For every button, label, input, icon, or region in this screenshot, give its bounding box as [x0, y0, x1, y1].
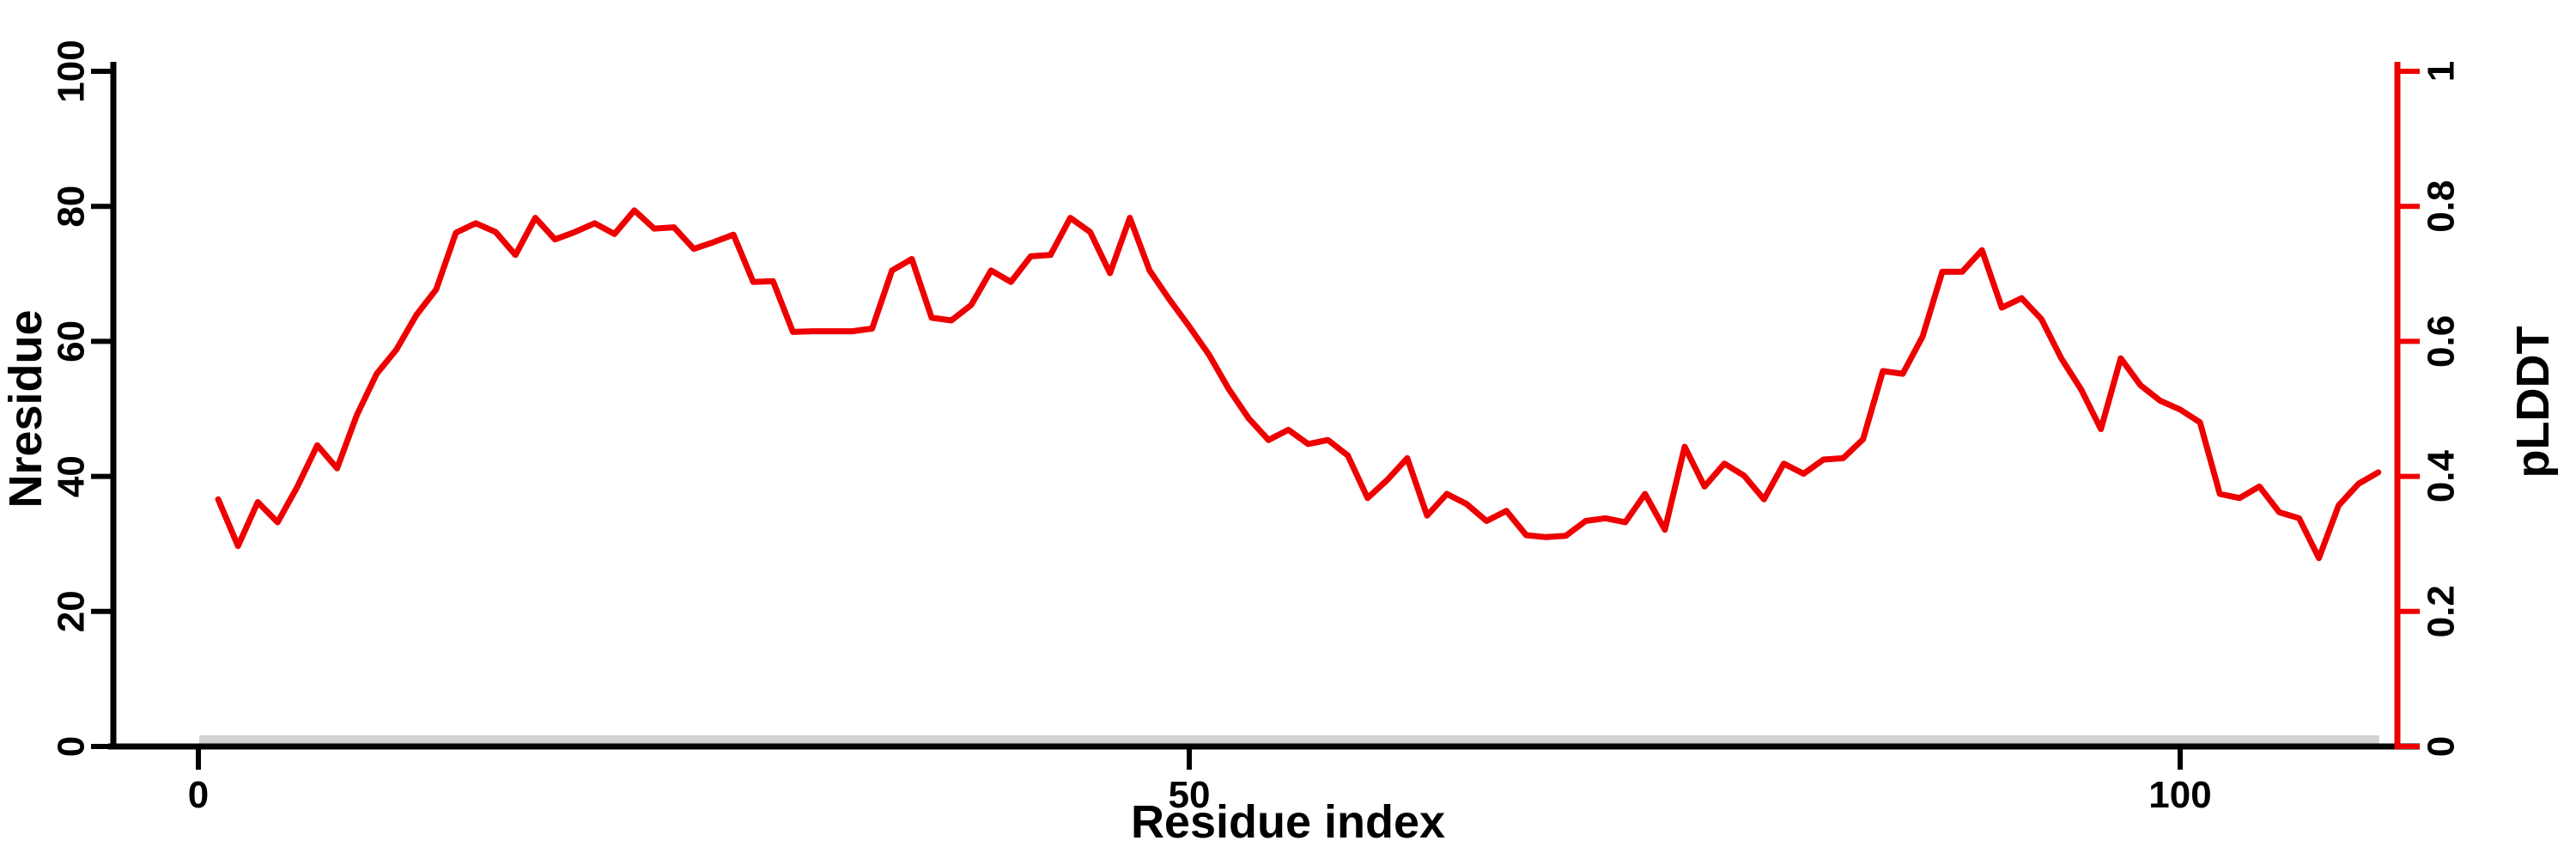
y-left-tick-label: 60 [50, 320, 92, 362]
y-axis-right-ticks: 0 0.2 0.4 0.6 0.8 1 [2397, 61, 2462, 757]
y-right-tick-label: 0.2 [2420, 585, 2462, 637]
y-right-tick-label: 0.8 [2420, 180, 2462, 233]
x-axis-title: Residue index [1131, 796, 1445, 848]
y-left-tick-label: 40 [50, 455, 92, 497]
y-right-tick-label: 0.4 [2420, 449, 2462, 503]
x-tick-label: 50 [1169, 774, 1211, 816]
y-right-tick-label: 1 [2420, 61, 2462, 82]
y-left-tick-label: 80 [50, 186, 92, 228]
plddt-line-series [215, 207, 2382, 562]
x-tick-label: 0 [188, 774, 209, 816]
y-right-tick-label: 0 [2420, 736, 2462, 757]
y-right-tick-label: 0.6 [2420, 315, 2462, 368]
y-axis-left-title: Nresidue [0, 309, 52, 508]
y-axis-left-ticks: 0 20 40 60 80 100 [50, 40, 113, 757]
y-left-tick-label: 0 [50, 736, 92, 757]
y-left-tick-label: 100 [50, 40, 92, 102]
y-left-tick-label: 20 [50, 590, 92, 632]
x-axis-ticks: 0 50 100 [188, 746, 2212, 816]
y-axis-right-title: pLDDT [2507, 326, 2559, 478]
x-tick-label: 100 [2148, 774, 2211, 816]
